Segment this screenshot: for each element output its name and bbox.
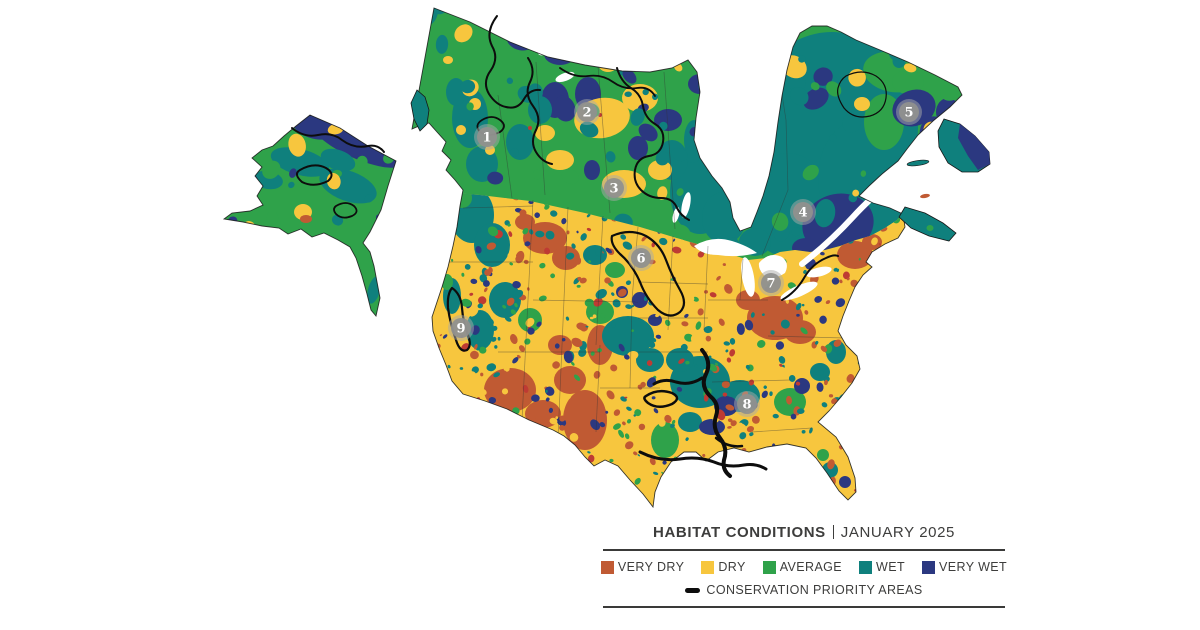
average-swatch [762,560,776,574]
map-marker-2[interactable]: 2 [574,99,600,125]
map-marker-3[interactable]: 3 [601,175,627,201]
islands-layer [410,89,991,242]
title-separator [832,525,834,539]
map-markers-layer: 1 2 3 4 5 6 7 8 9 [448,99,922,417]
map-marker-5[interactable]: 5 [896,99,922,125]
legend-title-date: JANUARY 2025 [840,523,955,541]
marker-number-4: 4 [798,206,807,221]
marker-number-6: 6 [636,252,645,267]
conservation-area-alaska-north-slope [291,127,385,153]
conservation-area-mav-lower-branch [714,436,744,448]
legend-items: VERY DRY DRY AVERAGE WET VERY WET [600,560,1007,574]
conservation-label: CONSERVATION PRIORITY AREAS [706,583,923,597]
dry-label: DRY [718,560,746,574]
marker-number-1: 1 [482,131,491,146]
conservation-area-plains-loop [610,230,686,317]
legend-item-very-dry: VERY DRY [600,560,685,574]
very-wet-swatch [922,560,936,574]
conservation-area-labrador-thin-loop [837,71,887,118]
average-label: AVERAGE [779,560,843,574]
conservation-line-swatch [685,587,701,593]
legend-item-wet: WET [859,560,905,574]
conservation-area-central-canada-meander [559,67,656,97]
legend-item-average: AVERAGE [762,560,843,574]
conservation-area-mav-west-branch [652,376,704,386]
marker-number-5: 5 [904,106,913,121]
conservation-area-california-valley-loop [446,286,471,352]
legend-item-very-wet: VERY WET [922,560,1007,574]
conservation-priority-areas-layer [291,15,887,478]
map-marker-7[interactable]: 7 [758,270,784,296]
map-marker-8[interactable]: 8 [734,391,760,417]
conservation-area-alaska-interior-loop [296,164,333,186]
very-dry-label: VERY DRY [617,560,685,574]
wet-label: WET [876,560,906,574]
map-marker-6[interactable]: 6 [628,245,654,271]
marker-number-7: 7 [766,277,775,292]
dry-swatch [701,560,715,574]
marker-number-8: 8 [742,398,751,413]
conservation-area-yukon-meander [485,15,541,109]
conservation-area-prairie-meander [616,67,690,221]
wet-swatch [859,560,873,574]
legend-rule-bottom [603,606,1005,608]
conservation-area-mississippi-valley [700,348,732,478]
map-marker-1[interactable]: 1 [474,124,500,150]
conservation-area-bc-ab-cluster [526,57,553,165]
conservation-area-mav-small-loop [643,389,679,408]
legend-title-bold: HABITAT CONDITIONS [653,523,826,541]
legend-rule-top [603,549,1005,551]
marker-number-9: 9 [456,322,465,337]
legend-title: HABITAT CONDITIONS JANUARY 2025 [603,522,1005,542]
legend: HABITAT CONDITIONS JANUARY 2025 VERY DRY… [600,522,1007,608]
very-wet-label: VERY WET [939,560,1008,574]
legend-conservation: CONSERVATION PRIORITY AREAS [603,583,1005,597]
very-dry-swatch [600,560,614,574]
conservation-area-gulf-coast-line [638,450,768,471]
map-marker-9[interactable]: 9 [448,315,474,341]
conservation-area-alaska-south-loop [333,202,358,219]
marker-number-2: 2 [582,106,591,121]
legend-item-dry: DRY [701,560,745,574]
conservation-area-great-lakes-line [781,254,839,301]
map-marker-4[interactable]: 4 [790,199,816,225]
marker-number-3: 3 [609,182,618,197]
